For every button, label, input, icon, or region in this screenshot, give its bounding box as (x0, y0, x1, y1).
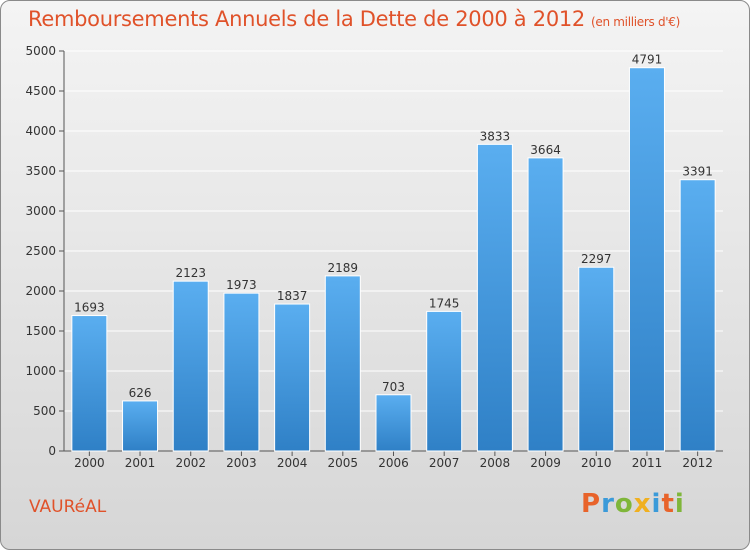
chart-title-text: Remboursements Annuels de la Dette de 20… (28, 7, 585, 31)
y-tick-label: 4500 (25, 84, 56, 98)
x-tick-label: 2000 (74, 456, 105, 470)
grid-lines (64, 50, 723, 412)
y-tick-label: 2500 (25, 244, 56, 258)
x-tick-label: 2003 (226, 456, 257, 470)
bar (679, 179, 716, 452)
data-label: 1837 (277, 289, 308, 303)
chart-title: Remboursements Annuels de la Dette de 20… (28, 7, 680, 31)
data-label: 2297 (581, 252, 612, 266)
bar (324, 275, 361, 452)
proxiti-logo[interactable]: Proxiti (581, 489, 685, 519)
bar (426, 310, 463, 452)
x-tick-label: 2005 (328, 456, 359, 470)
x-tick-label: 2006 (378, 456, 409, 470)
bar (172, 280, 209, 452)
chart-subtitle: (en milliers d'€) (591, 15, 681, 29)
bar (476, 143, 513, 452)
bar (527, 157, 564, 452)
bar (578, 266, 615, 452)
data-label: 2123 (175, 266, 206, 280)
y-tick-label: 5000 (25, 44, 56, 58)
x-tick-label: 2008 (480, 456, 511, 470)
x-tick-label: 2010 (581, 456, 612, 470)
x-tick-label: 2004 (277, 456, 308, 470)
x-tick-label: 2002 (175, 456, 206, 470)
y-tick-label: 500 (33, 404, 56, 418)
city-name: VAURéAL (29, 497, 107, 517)
bar (628, 67, 665, 452)
data-label: 3833 (480, 129, 511, 143)
x-tick-label: 2001 (125, 456, 156, 470)
bar (375, 394, 412, 452)
y-tick-label: 4000 (25, 124, 56, 138)
data-label: 1745 (429, 296, 460, 310)
y-tick-label: 2000 (25, 284, 56, 298)
y-tick-label: 3000 (25, 204, 56, 218)
y-tick-label: 3500 (25, 164, 56, 178)
data-labels: 1693 626 2123 1973 1837 2189 703 1745 3833 3664 22… (74, 53, 713, 400)
y-tick-label: 0 (48, 444, 56, 458)
x-tick-label: 2007 (429, 456, 460, 470)
data-label: 2189 (328, 261, 359, 275)
x-tick-label: 2011 (632, 456, 663, 470)
axes: 0 500 1000 1500 2000 2500 3000 3500 4000 4500 5000… (25, 44, 723, 470)
bar (223, 292, 260, 452)
data-label: 3391 (682, 165, 713, 179)
x-tick-label: 2012 (682, 456, 713, 470)
data-label: 1973 (226, 278, 257, 292)
y-tick-label: 1000 (25, 364, 56, 378)
bar (274, 303, 311, 452)
data-label: 1693 (74, 301, 105, 315)
data-label: 626 (129, 386, 152, 400)
data-label: 4791 (632, 53, 663, 67)
bar (71, 315, 108, 452)
y-tick-label: 1500 (25, 324, 56, 338)
data-label: 703 (382, 380, 405, 394)
bar (122, 400, 159, 452)
bars (71, 67, 716, 452)
data-label: 3664 (530, 143, 561, 157)
x-tick-label: 2009 (530, 456, 561, 470)
